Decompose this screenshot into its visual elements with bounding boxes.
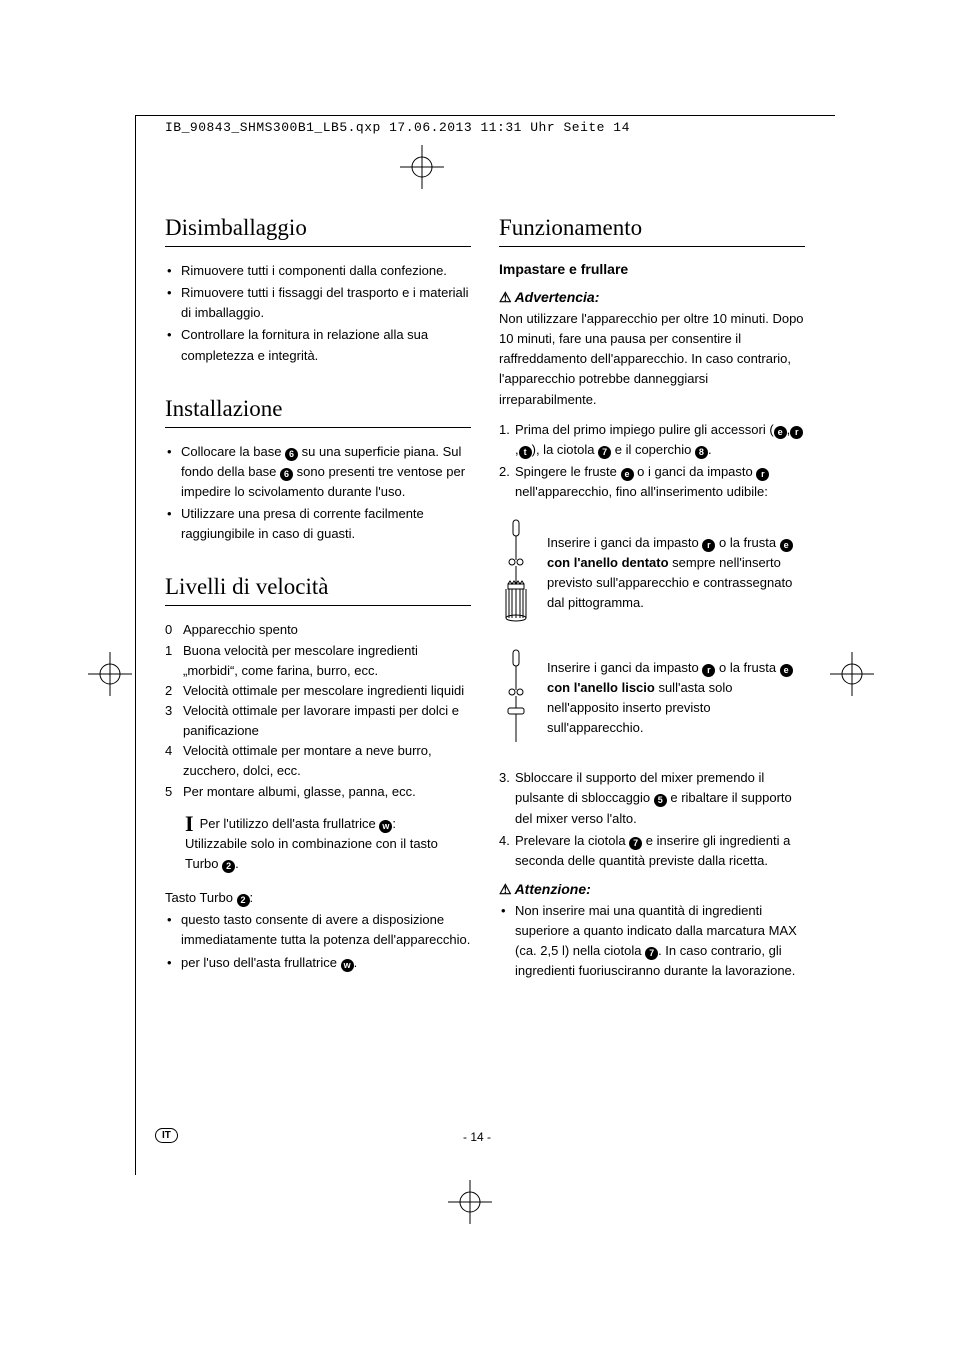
- steps-list-2: 3. Sbloccare il supporto del mixer preme…: [499, 768, 805, 871]
- registration-mark-left-icon: [88, 652, 132, 696]
- registration-mark-right-icon: [830, 652, 874, 696]
- ref-icon: r: [790, 426, 803, 439]
- subheading-impastare: Impastare e frullare: [499, 261, 805, 277]
- whisk-toothed-row: Inserire i ganci da impasto r o la frust…: [499, 518, 805, 628]
- ref-icon: 6: [285, 448, 298, 461]
- whisk-smooth-text: Inserire i ganci da impasto r o la frust…: [547, 658, 805, 739]
- ref-icon: e: [780, 664, 793, 677]
- list-item: Utilizzare una presa di corrente facilme…: [181, 504, 471, 544]
- ref-icon: 7: [629, 837, 642, 850]
- ref-icon: w: [379, 820, 392, 833]
- left-column: Disimballaggio Rimuovere tutti i compone…: [165, 215, 471, 992]
- ref-icon: e: [774, 426, 787, 439]
- heading-installazione: Installazione: [165, 396, 471, 428]
- speed-desc: Velocità ottimale per lavorare impasti p…: [183, 701, 471, 741]
- speed-desc: Velocità ottimale per montare a neve bur…: [183, 741, 471, 781]
- ref-icon: e: [621, 468, 634, 481]
- print-header: IB_90843_SHMS300B1_LB5.qxp 17.06.2013 11…: [165, 120, 805, 135]
- speed-table: 0Apparecchio spento 1Buona velocità per …: [165, 620, 471, 801]
- right-column: Funzionamento Impastare e frullare ⚠Adve…: [499, 215, 805, 992]
- attention-list: Non inserire mai una quantità di ingredi…: [499, 901, 805, 982]
- ref-icon: 8: [695, 446, 708, 459]
- ref-icon: w: [341, 959, 354, 972]
- step-item: 3. Sbloccare il supporto del mixer preme…: [515, 768, 805, 828]
- page-content: IB_90843_SHMS300B1_LB5.qxp 17.06.2013 11…: [165, 120, 805, 992]
- whisk-toothed-text: Inserire i ganci da impasto r o la frust…: [547, 533, 805, 614]
- crop-mark-top: [135, 115, 835, 116]
- speed-level: 4: [165, 741, 183, 781]
- ref-icon: t: [519, 446, 532, 459]
- speed-desc: Velocità ottimale per mescolare ingredie…: [183, 681, 471, 701]
- whisk-smooth-row: Inserire i ganci da impasto r o la frust…: [499, 648, 805, 748]
- speed-level: 0: [165, 620, 183, 640]
- ref-icon: e: [780, 539, 793, 552]
- attention-title: ⚠Attenzione:: [499, 881, 805, 898]
- ref-icon: 5: [654, 794, 667, 807]
- heading-livelli: Livelli di velocità: [165, 574, 471, 606]
- list-item: Controllare la fornitura in relazione al…: [181, 325, 471, 365]
- warning-triangle-icon: ⚠: [499, 289, 512, 305]
- crop-mark-left: [135, 115, 136, 1175]
- step-item: 4. Prelevare la ciotola 7 e inserire gli…: [515, 831, 805, 871]
- warning-body: Non utilizzare l'apparecchio per oltre 1…: [499, 309, 805, 410]
- blender-note: IPer l'utilizzo dell'asta frullatrice w:…: [165, 814, 471, 874]
- speed-desc: Apparecchio spento: [183, 620, 471, 640]
- list-item: per l'uso dell'asta frullatrice w.: [181, 953, 471, 973]
- list-item: questo tasto consente di avere a disposi…: [181, 910, 471, 950]
- disimballaggio-list: Rimuovere tutti i componenti dalla confe…: [165, 261, 471, 366]
- list-item: Rimuovere tutti i fissaggi del trasporto…: [181, 283, 471, 323]
- list-item: Rimuovere tutti i componenti dalla confe…: [181, 261, 471, 281]
- ref-icon: 7: [598, 446, 611, 459]
- step-item: 2. Spingere le fruste e o i ganci da imp…: [515, 462, 805, 502]
- speed-level: 3: [165, 701, 183, 741]
- step-item: 1. Prima del primo impiego pulire gli ac…: [515, 420, 805, 460]
- turbo-label: Tasto Turbo 2:: [165, 888, 471, 908]
- ref-icon: 6: [280, 468, 293, 481]
- heading-funzionamento: Funzionamento: [499, 215, 805, 247]
- whisk-toothed-icon: [499, 518, 533, 628]
- whisk-smooth-icon: [499, 648, 533, 748]
- turbo-list: questo tasto consente di avere a disposi…: [165, 910, 471, 972]
- list-item: Non inserire mai una quantità di ingredi…: [515, 901, 805, 982]
- ref-icon: r: [702, 539, 715, 552]
- warning-title: ⚠Advertencia:: [499, 289, 805, 306]
- list-item: Collocare la base 6 su una superficie pi…: [181, 442, 471, 502]
- warning-triangle-icon: ⚠: [499, 881, 512, 897]
- ref-icon: 2: [222, 860, 235, 873]
- speed-level: 1: [165, 641, 183, 681]
- registration-mark-bottom-icon: [448, 1180, 492, 1224]
- page-number: - 14 -: [0, 1130, 954, 1144]
- two-column-layout: Disimballaggio Rimuovere tutti i compone…: [165, 215, 805, 992]
- ref-icon: 7: [645, 947, 658, 960]
- speed-desc: Buona velocità per mescolare ingredienti…: [183, 641, 471, 681]
- speed-desc: Per montare albumi, glasse, panna, ecc.: [183, 782, 471, 802]
- steps-list-1: 1. Prima del primo impiego pulire gli ac…: [499, 420, 805, 503]
- ref-icon: 2: [237, 894, 250, 907]
- speed-level: 2: [165, 681, 183, 701]
- ref-icon: r: [702, 664, 715, 677]
- ref-icon: r: [756, 468, 769, 481]
- heading-disimballaggio: Disimballaggio: [165, 215, 471, 247]
- speed-level: 5: [165, 782, 183, 802]
- installazione-list: Collocare la base 6 su una superficie pi…: [165, 442, 471, 545]
